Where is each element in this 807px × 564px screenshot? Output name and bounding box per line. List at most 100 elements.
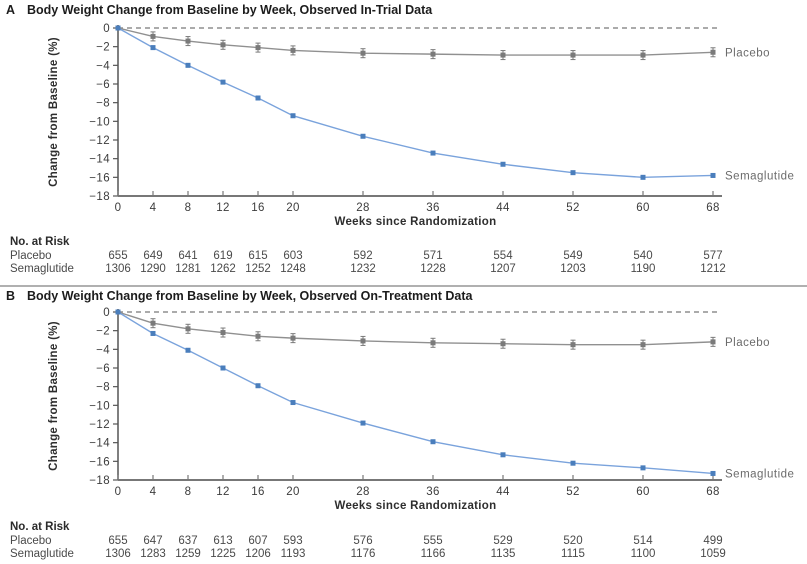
data-marker-semaglutide (360, 133, 366, 139)
y-tick-label: −6 (96, 79, 110, 91)
series-line-semaglutide (117, 311, 714, 475)
data-marker-semaglutide (290, 113, 296, 119)
panel-a-letter: A (6, 3, 16, 17)
risk-count: 655 (108, 535, 128, 547)
y-tick-label: 0 (103, 23, 110, 35)
series-label-placebo: Placebo (725, 47, 770, 59)
data-marker-placebo (710, 339, 716, 345)
data-marker-semaglutide (150, 330, 156, 336)
x-tick-label: 12 (216, 202, 230, 214)
x-tick-label: 60 (636, 202, 650, 214)
series-label-placebo: Placebo (725, 337, 770, 349)
data-marker-placebo (430, 340, 436, 346)
risk-count: 1262 (210, 263, 236, 275)
x-tick-label: 16 (251, 202, 265, 214)
y-tick-label: −2 (96, 42, 110, 54)
x-tick-label: 4 (150, 486, 157, 498)
data-marker-semaglutide (185, 347, 191, 353)
risk-count: 1281 (175, 263, 201, 275)
x-tick-label: 0 (115, 486, 122, 498)
data-marker-semaglutide (220, 365, 226, 371)
risk-count: 1225 (210, 548, 236, 560)
data-marker-placebo (220, 42, 226, 48)
y-tick-label: −16 (89, 456, 110, 468)
risk-count: 592 (353, 250, 373, 262)
data-marker-placebo (500, 52, 506, 58)
x-tick-label: 16 (251, 486, 265, 498)
x-tick-label: 12 (216, 486, 230, 498)
panel-a-heading: Body Weight Change from Baseline by Week… (27, 3, 433, 17)
series-line-semaglutide (117, 27, 714, 179)
x-tick-label: 20 (286, 486, 300, 498)
x-tick-label: 52 (566, 486, 580, 498)
risk-count: 554 (493, 250, 513, 262)
risk-count: 603 (283, 250, 303, 262)
x-tick-label: 0 (115, 202, 122, 214)
risk-count: 1212 (700, 263, 726, 275)
data-marker-semaglutide (500, 161, 506, 167)
data-marker-semaglutide (430, 439, 436, 445)
risk-count: 1290 (140, 263, 166, 275)
data-marker-placebo (185, 326, 191, 332)
risk-count: 1100 (630, 548, 656, 560)
risk-count: 1252 (245, 263, 271, 275)
y-tick-label: 0 (103, 307, 110, 319)
y-tick-label: −10 (89, 400, 110, 412)
y-tick-label: −12 (89, 135, 110, 147)
data-marker-placebo (150, 33, 156, 39)
risk-table-header: No. at Risk (10, 236, 70, 248)
risk-count: 655 (108, 250, 128, 262)
data-marker-semaglutide (640, 174, 646, 180)
x-tick-label: 20 (286, 202, 300, 214)
risk-row-semaglutide: Semaglutide 1306 1283 1259 1225 1206 1193 1176 1… (0, 548, 807, 561)
risk-row-placebo: Placebo 655 647 637 613 607 593 576 555 529 520 514… (0, 535, 807, 548)
risk-count: 540 (633, 250, 653, 262)
x-axis-title: Weeks since Randomization (335, 216, 497, 228)
series-line-placebo (117, 27, 714, 56)
y-axis-title: Change from Baseline (%) (48, 321, 60, 471)
risk-count: 555 (423, 535, 443, 547)
y-tick-label: −12 (89, 419, 110, 431)
x-tick-label: 52 (566, 202, 580, 214)
data-marker-placebo (220, 330, 226, 336)
data-marker-semaglutide (150, 45, 156, 51)
y-axis-title: Change from Baseline (%) (48, 37, 60, 187)
risk-count: 1203 (560, 263, 586, 275)
data-marker-placebo (640, 52, 646, 58)
risk-count: 576 (353, 535, 373, 547)
panel-b-chart: 0 −2 −4 −6 −8 −10 −12 −14 −16 −18 0 4 8 12 16 20 28 36 44 5… (48, 307, 794, 512)
risk-count: 514 (633, 535, 653, 547)
risk-count: 1306 (105, 263, 131, 275)
risk-count: 647 (143, 535, 163, 547)
risk-count: 1190 (630, 263, 656, 275)
risk-count: 1059 (700, 548, 726, 560)
data-marker-placebo (255, 333, 261, 339)
data-marker-semaglutide (290, 400, 296, 406)
data-marker-semaglutide (430, 150, 436, 156)
risk-count: 619 (213, 250, 233, 262)
risk-count: 1306 (105, 548, 131, 560)
risk-count: 649 (143, 250, 163, 262)
data-marker-placebo (185, 38, 191, 44)
y-tick-label: −14 (89, 438, 110, 450)
risk-count: 1135 (490, 548, 516, 560)
risk-count: 1207 (490, 263, 516, 275)
x-axis-title: Weeks since Randomization (335, 500, 497, 512)
series-label-semaglutide: Semaglutide (725, 468, 794, 480)
x-tick-label: 68 (706, 486, 720, 498)
data-marker-placebo (150, 320, 156, 326)
data-marker-semaglutide (570, 460, 576, 466)
x-tick-label: 44 (496, 486, 510, 498)
x-tick-label: 36 (426, 486, 440, 498)
data-marker-placebo (360, 338, 366, 344)
risk-count: 1232 (350, 263, 376, 275)
data-marker-placebo (360, 50, 366, 56)
data-marker-placebo (430, 51, 436, 57)
data-marker-semaglutide (115, 25, 121, 31)
y-tick-label: −16 (89, 172, 110, 184)
y-tick-label: −2 (96, 326, 110, 338)
risk-count: 1228 (420, 263, 446, 275)
risk-count: 1259 (175, 548, 201, 560)
panel-b-letter: B (6, 289, 16, 303)
